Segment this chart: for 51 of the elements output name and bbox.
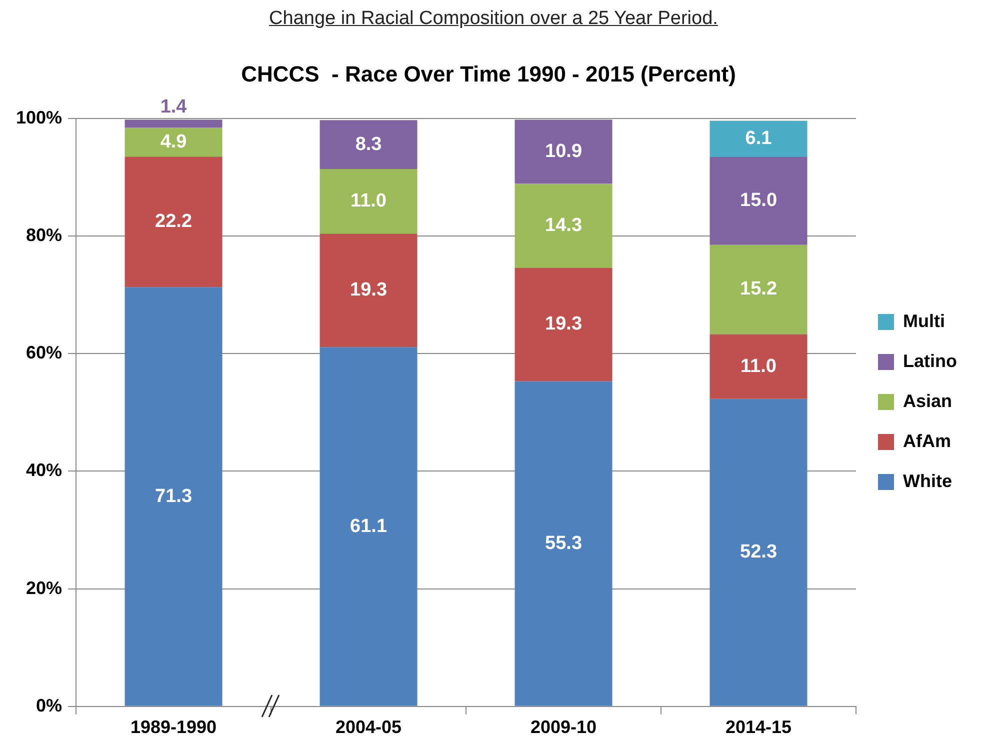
legend-label: Asian: [903, 390, 952, 411]
bar: [514, 268, 612, 382]
legend-label: White: [903, 470, 952, 491]
chart-title: Change in Racial Composition over a 25 Year Period.: [268, 8, 719, 30]
data-label: 52.3: [740, 542, 778, 563]
legend-label: Latino: [903, 350, 958, 371]
legend-label: AfAm: [903, 430, 952, 451]
y-tick-label: 60%: [26, 342, 62, 363]
bar: [710, 156, 808, 245]
data-label: 71.3: [155, 486, 192, 507]
y-tick-label: 20%: [26, 578, 62, 598]
bar: [514, 184, 612, 268]
data-label: 15.2: [740, 278, 778, 300]
y-tick-label: 100%: [16, 107, 62, 128]
data-label: 14.3: [545, 214, 582, 236]
bar: [710, 398, 808, 706]
data-label: 55.3: [545, 532, 582, 554]
bar: [124, 287, 222, 706]
x-tick-label: 2009-10: [530, 717, 597, 738]
bar: [320, 168, 418, 234]
bar: [124, 120, 222, 128]
bar: [514, 381, 612, 706]
bar: [710, 244, 808, 334]
data-label: 4.9: [160, 131, 187, 152]
data-label: 19.3: [350, 280, 388, 301]
data-label: 6.1: [745, 128, 772, 149]
bar: [514, 120, 612, 184]
data-label: 11.0: [740, 356, 776, 377]
data-label: 61.1: [350, 516, 388, 537]
bar: [320, 120, 418, 169]
data-label: 1.4: [160, 96, 188, 118]
data-label: 19.3: [545, 314, 582, 335]
bar: [320, 234, 418, 348]
y-tick-label: 80%: [26, 224, 62, 245]
data-label: 22.2: [155, 211, 192, 232]
bar: [710, 120, 808, 157]
data-label: 15.0: [740, 190, 778, 211]
data-label: 11.0: [350, 190, 386, 212]
data-label: 8.3: [355, 134, 382, 155]
x-tick-label: 1989-1990: [130, 717, 217, 738]
bar: [124, 128, 222, 157]
bar: [124, 156, 222, 288]
y-tick-label: 40%: [26, 460, 62, 480]
x-tick-label: 2004-05: [335, 717, 402, 738]
data-label: 10.9: [545, 140, 582, 162]
y-tick-label: 0%: [36, 695, 62, 716]
bar: [710, 334, 808, 399]
legend-label: Multi: [903, 310, 946, 331]
bar: [320, 347, 418, 706]
x-tick-label: 2014-15: [725, 717, 792, 738]
chart-subtitle: CHCCS - Race Over Time 1990 - 2015 (Percent): [241, 61, 736, 86]
